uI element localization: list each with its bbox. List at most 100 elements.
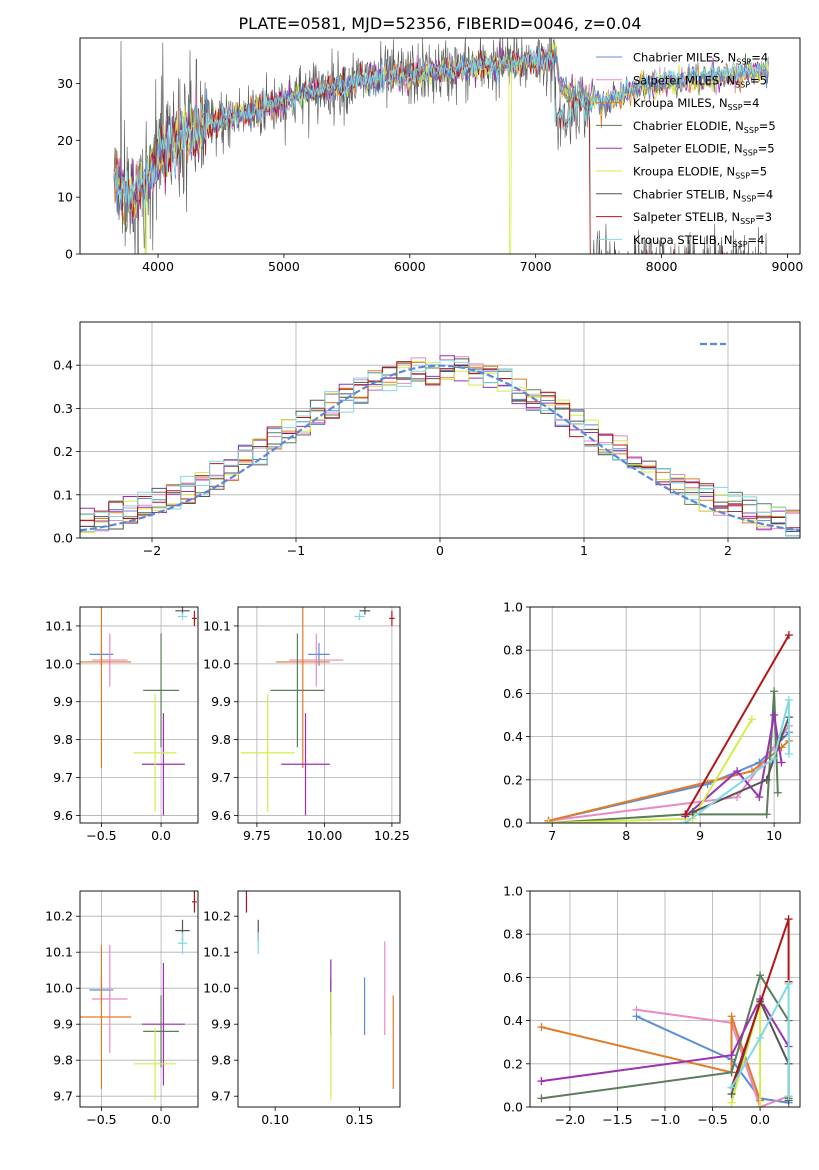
marker-kroupa-miles — [727, 1012, 736, 1021]
x-tick-label: −0.5 — [86, 828, 116, 843]
x-tick-label: 7000 — [520, 259, 552, 274]
legend-label-salpeter-miles: Salpeter MILES, NSSP=5 — [633, 73, 767, 89]
x-tick-label: 6000 — [394, 259, 426, 274]
y-tick-label: 0.0 — [53, 531, 73, 546]
marker-kroupa-stelib — [681, 819, 690, 823]
y-tick-label: 10.2 — [45, 909, 73, 924]
axes-frame — [79, 606, 199, 824]
legend-label-kroupa-miles: Kroupa MILES, NSSP=4 — [633, 96, 759, 112]
panel-mass_vs_Z: −0.5 0.0 9.7 9.8 9.9 10.0 10.1 10.2 — [45, 890, 199, 1127]
y-tick-label: 10.1 — [203, 618, 231, 633]
line-salpeter-miles — [636, 1008, 789, 1107]
y-tick-label: 0.8 — [503, 643, 523, 658]
plot-area — [245, 891, 394, 1100]
x-tick-label: 0.0 — [151, 1112, 171, 1127]
errorbar-salpeter-elodie — [141, 963, 185, 1086]
marker-salpeter-elodie — [727, 1051, 736, 1060]
legend-label-salpeter-elodie: Salpeter ELODIE, NSSP=5 — [633, 142, 775, 158]
axes-frame — [79, 890, 199, 1108]
marker-salpeter-elodie — [733, 767, 742, 776]
y-tick-label: 9.9 — [53, 1017, 73, 1032]
errorbar-kroupa-miles — [80, 607, 132, 769]
y-tick-label: 10.0 — [203, 656, 231, 671]
y-tick-label: 9.8 — [53, 1053, 73, 1068]
normal-curve — [80, 364, 800, 532]
panel-weight_vs_age: 7 8 9 10 0.0 0.2 0.4 0.6 0.8 1.0 — [503, 600, 801, 843]
x-tick-label: 10.00 — [307, 828, 343, 843]
marker-kroupa-stelib — [727, 1083, 736, 1092]
marker-chabrier-elodie — [773, 788, 782, 797]
errorbar-kroupa-stelib — [177, 932, 188, 954]
x-tick-label: 7 — [548, 828, 556, 843]
marker-kroupa-elodie — [544, 819, 553, 823]
y-tick-label: 1.0 — [503, 884, 523, 899]
marker-salpeter-stelib — [784, 915, 793, 924]
y-tick-label: 9.9 — [53, 694, 73, 709]
plot-area — [113, 38, 769, 254]
x-tick-label: −2 — [143, 543, 161, 558]
y-tick-label: 9.6 — [53, 808, 73, 823]
x-tick-label: −1.5 — [602, 1112, 632, 1127]
x-tick-label: 0 — [436, 543, 444, 558]
errorbar-kroupa-stelib — [354, 612, 365, 621]
marker-kroupa-elodie — [756, 1103, 765, 1107]
y-tick-label: 9.7 — [53, 1089, 73, 1104]
y-tick-label: 0.4 — [53, 358, 73, 373]
x-tick-label: 10.25 — [374, 828, 410, 843]
line-kroupa-stelib — [730, 983, 790, 1097]
line-kroupa-stelib — [684, 699, 790, 823]
plot-area — [544, 631, 793, 823]
x-tick-label: 1 — [580, 543, 588, 558]
y-tick-label: 10.1 — [45, 945, 73, 960]
axes-frame — [237, 890, 401, 1108]
y-tick-label: 10.0 — [45, 656, 73, 671]
line-salpeter-elodie — [541, 996, 790, 1083]
y-tick-label: 0.2 — [53, 444, 73, 459]
y-tick-label: 0.6 — [503, 686, 523, 701]
line-salpeter-stelib — [684, 634, 790, 815]
y-tick-label: 10.0 — [203, 981, 231, 996]
marker-chabrier-elodie — [537, 1094, 546, 1103]
y-tick-label: 0.0 — [503, 816, 523, 831]
y-tick-label: 0.8 — [503, 927, 523, 942]
errorbar-kroupa-elodie — [133, 1027, 177, 1100]
x-tick-label: 0.15 — [346, 1112, 374, 1127]
marker-chabrier-elodie — [762, 810, 771, 819]
figure-title: PLATE=0581, MJD=52356, FIBERID=0046, z=0… — [238, 14, 641, 33]
errorbar-salpeter-miles — [91, 945, 128, 1053]
x-tick-label: 8000 — [646, 259, 678, 274]
marker-kroupa-miles — [537, 1023, 546, 1032]
panel-residuals: −2 −1 0 1 2 0.0 0.1 0.2 0.3 0.4 — [53, 321, 801, 558]
errorbar-salpeter-stelib — [192, 610, 197, 626]
plot-area — [240, 607, 395, 816]
panel-spectrum: 4000 5000 6000 7000 8000 9000 0 10 20 30 Chabrier … — [57, 37, 803, 274]
y-tick-label: 9.7 — [211, 1089, 231, 1104]
panel-mass_vs_ebv: 0.10 0.15 9.7 9.8 9.9 10.0 10.1 10.2 — [203, 890, 401, 1127]
errorbar-chabrier-stelib — [359, 607, 371, 615]
marker-kroupa-stelib — [784, 1092, 793, 1101]
marker-salpeter-stelib — [681, 810, 690, 819]
errorbar-kroupa-elodie — [240, 694, 295, 812]
legend-label-kroupa-stelib: Kroupa STELIB, NSSP=4 — [633, 233, 764, 249]
marker-kroupa-stelib — [784, 695, 793, 704]
marker-kroupa-stelib — [756, 1033, 765, 1042]
line-kroupa-miles — [541, 1015, 762, 1101]
y-tick-label: 0.4 — [503, 729, 523, 744]
x-tick-label: 10 — [766, 828, 782, 843]
x-tick-label: 8 — [622, 828, 630, 843]
y-tick-label: 0.2 — [503, 772, 523, 787]
x-tick-label: −1 — [287, 543, 305, 558]
x-tick-label: 4000 — [142, 259, 174, 274]
line-kroupa-miles — [548, 740, 790, 822]
legend-label-salpeter-stelib: Salpeter STELIB, NSSP=3 — [633, 210, 772, 226]
y-tick-label: 9.7 — [53, 770, 73, 785]
y-tick-label: 9.9 — [211, 694, 231, 709]
panel-age_vs_Z: −0.5 0.0 9.6 9.7 9.8 9.9 10.0 10.1 — [45, 606, 199, 843]
legend-label-chabrier-stelib: Chabrier STELIB, NSSP=4 — [633, 187, 773, 203]
marker-salpeter-elodie — [770, 711, 779, 719]
marker-kroupa-elodie — [727, 1098, 736, 1107]
y-tick-label: 9.8 — [53, 732, 73, 747]
x-tick-label: −0.5 — [86, 1112, 116, 1127]
plot-area — [537, 915, 793, 1107]
